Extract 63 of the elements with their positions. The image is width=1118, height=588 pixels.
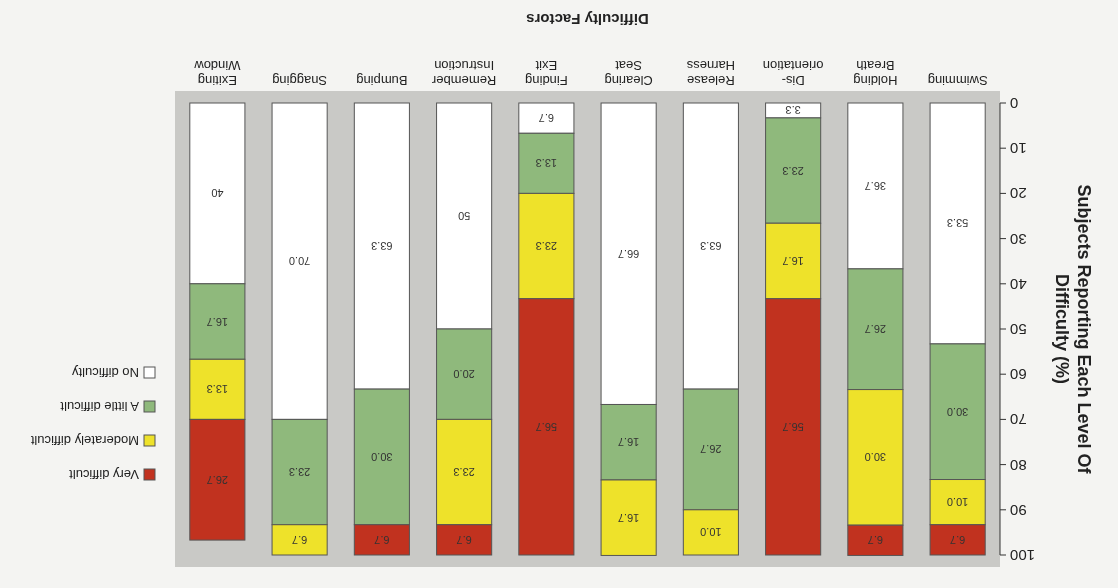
data-label: 36.7 xyxy=(864,179,887,192)
y-tick-label: 50 xyxy=(1010,321,1027,338)
x-tick-label: Swimming xyxy=(927,73,988,88)
x-tick-label: Exiting Window xyxy=(193,58,241,88)
y-tick-label: 70 xyxy=(1010,411,1027,429)
data-label: 16.7 xyxy=(617,511,640,524)
data-label: 63.3 xyxy=(700,240,722,253)
x-tick-label: Release Harness xyxy=(686,58,736,88)
y-tick-label: 10 xyxy=(1010,140,1027,158)
legend-label: Very difficult xyxy=(68,467,139,482)
data-label: 6.7 xyxy=(538,112,555,125)
data-label: 16.7 xyxy=(782,254,804,267)
data-label: 6.7 xyxy=(291,533,308,546)
x-tick-label: Holding Breath xyxy=(853,58,898,88)
data-label: 30.0 xyxy=(946,405,969,418)
data-label: 23.3 xyxy=(535,240,558,253)
data-label: 53.3 xyxy=(946,217,969,230)
data-label: 56.7 xyxy=(782,420,804,433)
data-label: 20.0 xyxy=(453,368,475,381)
data-label: 63.3 xyxy=(371,240,393,253)
data-label: 6.7 xyxy=(867,534,884,547)
data-label: 16.7 xyxy=(206,315,229,328)
x-tick-label: Finding Exit xyxy=(525,58,568,88)
legend-label: No difficulty xyxy=(71,365,139,380)
data-label: 13.3 xyxy=(206,383,229,396)
y-tick-label: 40 xyxy=(1010,275,1027,293)
x-tick-label: Remember Instruction xyxy=(431,58,497,88)
x-tick-label: Bumping xyxy=(356,73,408,88)
data-label: 50 xyxy=(458,210,471,222)
data-label: 10.0 xyxy=(700,526,722,539)
y-tick-label: 60 xyxy=(1010,366,1027,384)
data-label: 26.7 xyxy=(864,323,887,336)
x-tick-label: Dis-orientation xyxy=(762,58,824,88)
data-label: 23.3 xyxy=(288,466,311,479)
legend-label: A little difficult xyxy=(60,399,139,414)
data-label: 66.7 xyxy=(617,247,640,260)
data-label: 6.7 xyxy=(456,533,472,546)
y-tick-label: 80 xyxy=(1010,456,1027,474)
y-tick-label: 30 xyxy=(1010,230,1027,248)
data-label: 30.0 xyxy=(371,450,393,463)
data-label: 16.7 xyxy=(617,436,640,449)
data-label: 23.3 xyxy=(453,466,475,479)
data-label: 10.0 xyxy=(946,496,969,509)
y-axis-title: Subjects Reporting Each Level Of Difficulty (%) xyxy=(1052,184,1094,475)
y-tick-label: 90 xyxy=(1010,501,1027,519)
data-label: 6.7 xyxy=(374,533,390,546)
data-label: 56.7 xyxy=(535,420,558,433)
x-tick-label: Clearing Seat xyxy=(604,58,653,88)
y-tick-label: 0 xyxy=(1010,95,1019,112)
data-label: 3.3 xyxy=(785,104,801,117)
data-label: 26.7 xyxy=(206,473,229,486)
y-tick-label: 20 xyxy=(1010,185,1027,203)
data-label: 13.3 xyxy=(535,157,558,170)
data-label: 6.7 xyxy=(949,533,966,546)
data-label: 30.0 xyxy=(864,451,887,464)
data-label: 40 xyxy=(211,187,224,200)
x-tick-label: Snagging xyxy=(272,73,328,88)
data-label: 70.0 xyxy=(288,255,311,268)
legend-label: Moderately difficult xyxy=(30,433,139,448)
x-axis-title: Difficulty Factors xyxy=(526,11,649,28)
data-label: 23.3 xyxy=(782,164,804,177)
data-label: 26.7 xyxy=(700,443,722,456)
y-tick-label: 100 xyxy=(1010,547,1036,564)
